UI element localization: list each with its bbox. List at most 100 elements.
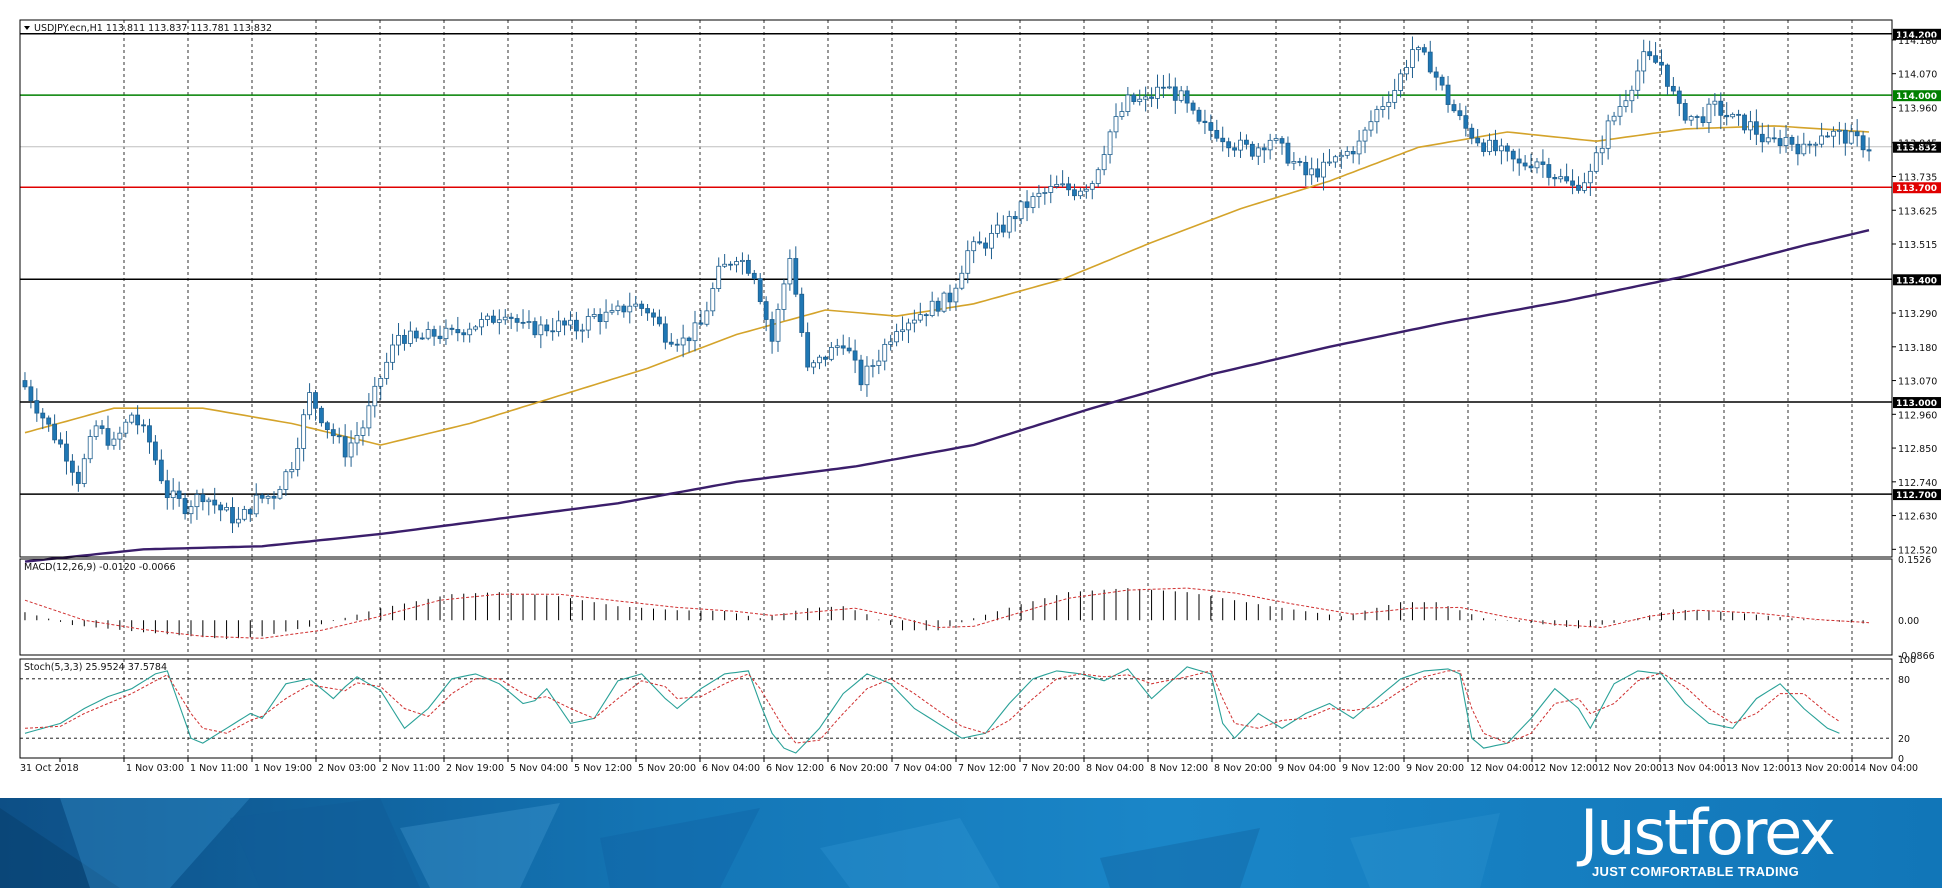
candle-body <box>1457 110 1463 117</box>
candle-body <box>64 443 69 462</box>
candle-body <box>1753 121 1759 135</box>
candle-body <box>354 435 360 444</box>
candle-body <box>431 329 437 337</box>
candle-body <box>46 417 52 425</box>
stoch-tick-label: 100 <box>1898 655 1916 666</box>
level-tag <box>1893 397 1941 409</box>
candle-body <box>336 435 342 438</box>
candle-body <box>70 460 75 473</box>
candle-body <box>265 495 271 499</box>
candle-body <box>170 490 176 499</box>
candle-body <box>1066 183 1071 191</box>
candle-body <box>876 360 882 366</box>
candle-body <box>307 392 312 416</box>
candle-body <box>929 300 935 316</box>
candle-body <box>443 327 449 340</box>
candle-body <box>911 319 917 324</box>
candle-body <box>348 442 354 458</box>
price-tick-label: 114.070 <box>1898 70 1937 81</box>
candle-body <box>1226 141 1232 149</box>
candle-body <box>1534 161 1540 169</box>
candle-body <box>1682 103 1688 121</box>
candle-body <box>745 259 751 274</box>
candle-body <box>1303 161 1309 176</box>
candle-body <box>1819 135 1824 145</box>
time-label: 2 Nov 11:00 <box>382 763 440 774</box>
candle-body <box>817 356 822 364</box>
candle-body <box>111 438 117 446</box>
candle-body <box>1641 51 1647 72</box>
candle-body <box>342 436 348 458</box>
candle-body <box>698 322 704 325</box>
candle-body <box>805 332 811 368</box>
candle-body <box>1748 121 1753 131</box>
candle-body <box>609 310 615 313</box>
candle-body <box>983 242 988 249</box>
candle-body <box>591 314 597 317</box>
candle-body <box>1261 147 1267 151</box>
brand-banner: Justforex JUST COMFORTABLE TRADING <box>0 798 1942 888</box>
candle-body <box>775 308 781 342</box>
candle-body <box>740 259 745 262</box>
candle-body <box>621 305 627 313</box>
candle-body <box>1000 224 1006 233</box>
candle-body <box>953 287 959 303</box>
candle-body <box>562 320 567 326</box>
candle-body <box>935 300 941 312</box>
candle-body <box>1267 139 1273 151</box>
time-label: 8 Nov 12:00 <box>1150 763 1208 774</box>
candle-body <box>295 448 301 470</box>
candle-body <box>1771 137 1777 140</box>
candle-body <box>34 400 40 414</box>
candle-body <box>437 335 443 340</box>
candle-body <box>1694 116 1700 118</box>
current-price-tag <box>1893 141 1941 153</box>
justforex-logo: Justforex <box>1580 798 1836 869</box>
candle-body <box>1244 139 1249 145</box>
candle-body <box>176 490 182 499</box>
candle-body <box>485 315 490 320</box>
candle-body <box>1415 47 1421 51</box>
candle-body <box>1469 127 1475 139</box>
candle-body <box>1570 180 1575 186</box>
candle-body <box>668 341 674 345</box>
candle-body <box>1196 109 1202 122</box>
candle-body <box>1089 183 1095 190</box>
candle-body <box>182 498 188 515</box>
candle-body <box>1593 152 1599 172</box>
time-label: 1 Nov 19:00 <box>254 763 312 774</box>
candle-body <box>40 412 46 419</box>
candle-body <box>1018 201 1024 220</box>
candle-body <box>479 319 484 328</box>
level-tag <box>1893 274 1941 286</box>
candle-body <box>467 328 473 336</box>
time-label: 12 Nov 12:00 <box>1534 763 1598 774</box>
price-tick-label: 113.515 <box>1898 240 1937 251</box>
candle-body <box>200 494 206 503</box>
candle-body <box>1795 143 1801 155</box>
candle-body <box>1327 161 1332 164</box>
candle-body <box>716 265 722 289</box>
candle-body <box>230 507 235 524</box>
candle-body <box>828 347 834 360</box>
candle-body <box>1107 131 1113 155</box>
candle-body <box>1582 182 1587 191</box>
candle-body <box>396 334 401 346</box>
candle-body <box>117 432 123 440</box>
candle-body <box>811 362 816 368</box>
candle-body <box>324 422 330 430</box>
candle-body <box>1433 71 1439 78</box>
macd-header: MACD(12,26,9) -0.0120 -0.0066 <box>24 562 176 573</box>
candle-body <box>194 494 200 508</box>
price-tick-label: 113.625 <box>1898 206 1937 217</box>
candle-body <box>153 441 158 461</box>
candle-body <box>22 380 28 388</box>
candle-body <box>680 337 686 346</box>
candle-body <box>1101 154 1107 171</box>
candle-body <box>710 288 716 312</box>
candle-body <box>1522 162 1528 167</box>
candle-body <box>769 319 775 342</box>
candle-body <box>366 405 372 429</box>
time-label: 6 Nov 04:00 <box>702 763 760 774</box>
candle-body <box>1825 135 1830 138</box>
